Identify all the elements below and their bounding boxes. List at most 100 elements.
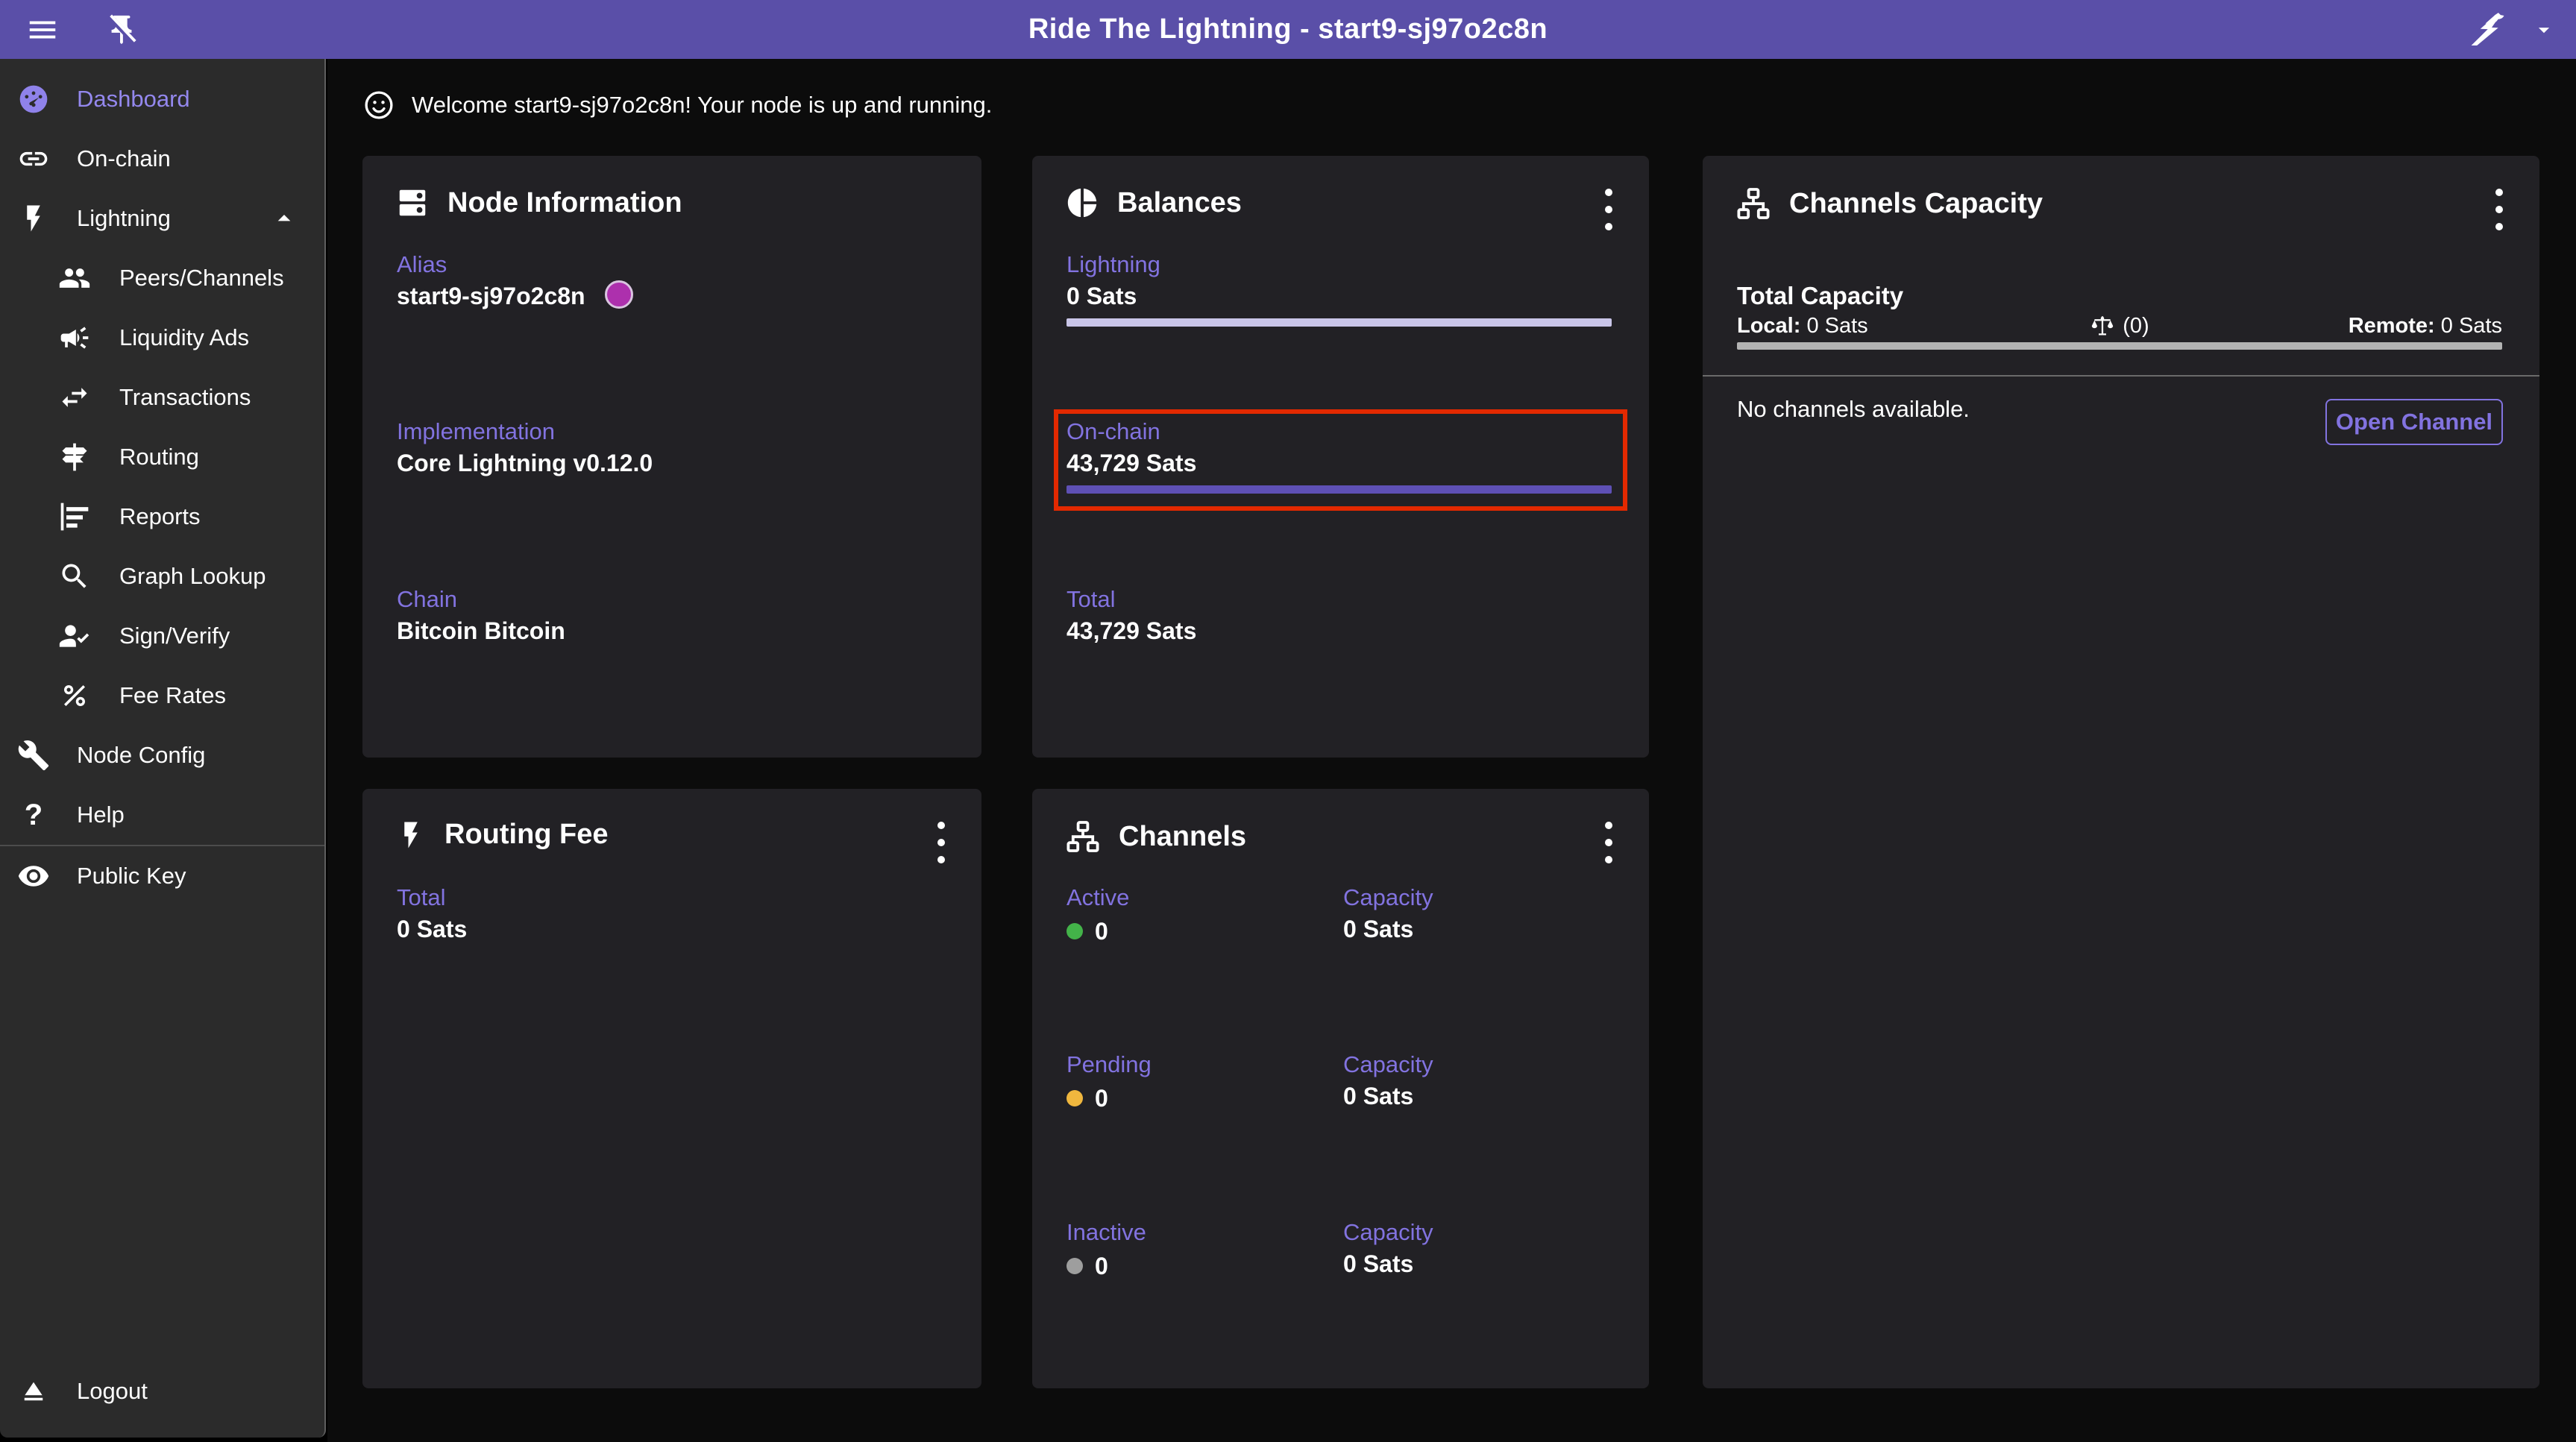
status-label: Inactive — [1066, 1219, 1146, 1245]
balance-value: 43,729 Sats — [1066, 450, 1197, 476]
inactive-status-dot — [1066, 1258, 1083, 1274]
sidebar-item-routing[interactable]: Routing — [0, 427, 324, 487]
total-capacity-heading: Total Capacity — [1737, 282, 1904, 309]
balance-value: 43,729 Sats — [1066, 617, 1197, 644]
onchain-balance-bar — [1066, 485, 1612, 494]
page-title: Ride The Lightning - start9-sj97o2c8n — [1028, 13, 1548, 45]
capacity-label: Capacity — [1343, 1051, 1433, 1077]
welcome-banner: Welcome start9-sj97o2c8n! Your node is u… — [362, 89, 992, 122]
capacity-bar — [1737, 342, 2502, 350]
sidebar-item-label: Transactions — [119, 384, 251, 410]
link-icon — [17, 142, 50, 175]
sidebar-item-label: Fee Rates — [119, 682, 227, 708]
card-title: Channels Capacity — [1789, 187, 2043, 219]
sidebar-item-on-chain[interactable]: On-chain — [0, 129, 324, 189]
capacity-label: Capacity — [1343, 1219, 1433, 1245]
implementation-field: Implementation Core Lightning v0.12.0 — [397, 417, 944, 479]
card-title: Node Information — [447, 186, 682, 218]
local-capacity: Local: 0 Sats — [1737, 314, 1868, 338]
kebab-menu-icon[interactable] — [926, 820, 956, 865]
sidebar-item-fee-rates[interactable]: Fee Rates — [0, 666, 324, 725]
sidebar-item-sign-verify[interactable]: Sign/Verify — [0, 606, 324, 666]
sidebar-divider — [0, 845, 324, 846]
sidebar-item-peers-channels[interactable]: Peers/Channels — [0, 248, 324, 308]
balances-card: Balances Lightning 0 Sats On-chain 43,72… — [1032, 156, 1649, 758]
search-icon — [58, 560, 91, 593]
alias-color-dot — [604, 280, 633, 309]
eject-icon — [17, 1376, 50, 1407]
pie-chart-icon — [1067, 188, 1097, 218]
sidebar-item-label: Routing — [119, 444, 199, 470]
bolt-icon — [17, 203, 50, 234]
smiley-icon — [365, 91, 393, 119]
rtl-logo-icon[interactable] — [2466, 8, 2509, 51]
open-channel-button[interactable]: Open Channel — [2325, 399, 2503, 445]
sidebar-item-liquidity-ads[interactable]: Liquidity Ads — [0, 308, 324, 368]
pending-status-dot — [1066, 1090, 1083, 1106]
group-icon — [58, 261, 91, 295]
balance-label: On-chain — [1066, 418, 1160, 444]
sidebar-item-dashboard[interactable]: Dashboard — [0, 69, 324, 129]
capacity-value: 0 Sats — [1343, 1250, 1414, 1277]
sidebar-item-label: Reports — [119, 503, 201, 529]
sidebar-item-label: Help — [77, 802, 125, 828]
kebab-menu-icon[interactable] — [1594, 187, 1624, 232]
capacity-label: Capacity — [1343, 884, 1433, 910]
hub-icon — [1066, 821, 1099, 852]
card-title: Routing Fee — [444, 819, 609, 850]
fee-value: 0 Sats — [397, 916, 468, 942]
capacity-value: 0 Sats — [1343, 1083, 1414, 1109]
card-title: Channels — [1119, 820, 1247, 852]
sidebar-item-transactions[interactable]: Transactions — [0, 368, 324, 427]
hub-icon — [1737, 188, 1770, 219]
question-mark-icon: ? — [24, 799, 43, 831]
balance-value: 0 Sats — [1066, 283, 1137, 309]
sidebar-item-label: Liquidity Ads — [119, 324, 250, 350]
tools-icon — [17, 739, 50, 772]
swap-arrows-icon — [58, 381, 91, 414]
no-channels-text: No channels available. — [1737, 396, 1970, 422]
field-value: start9-sj97o2c8n — [397, 283, 585, 309]
sidebar-item-label: Graph Lookup — [119, 563, 266, 589]
sidebar-item-reports[interactable]: Reports — [0, 487, 324, 547]
field-value: Core Lightning v0.12.0 — [397, 450, 653, 476]
sidebar-item-label: Sign/Verify — [119, 623, 230, 649]
sidebar-item-node-config[interactable]: Node Config — [0, 725, 324, 785]
sidebar-item-lightning[interactable]: Lightning — [0, 189, 324, 248]
sidebar-item-label: Node Config — [77, 742, 206, 768]
remote-capacity: Remote: 0 Sats — [2348, 314, 2502, 338]
pin-off-icon — [107, 13, 136, 44]
status-label: Pending — [1066, 1051, 1152, 1077]
sidebar: Dashboard On-chain Lightning Peers/Chann… — [0, 59, 326, 1438]
kebab-menu-icon[interactable] — [1594, 820, 1624, 865]
inactive-channels-status: Inactive 0 — [1066, 1218, 1612, 1280]
field-label: Chain — [397, 586, 457, 612]
top-app-bar: Ride The Lightning - start9-sj97o2c8n — [0, 0, 2576, 59]
sidebar-item-help[interactable]: ? Help — [0, 785, 324, 845]
routing-fee-total-section: Total 0 Sats — [397, 883, 944, 945]
balance-scale-icon — [2092, 316, 2114, 336]
pending-capacity: Capacity 0 Sats — [1343, 1050, 1612, 1112]
kebab-menu-icon[interactable] — [2484, 187, 2514, 232]
person-check-icon — [58, 619, 91, 653]
field-label: Alias — [397, 251, 447, 277]
sidebar-item-label: Lightning — [77, 205, 171, 231]
status-count: 0 — [1095, 1085, 1108, 1112]
dashboard-gauge-icon — [17, 81, 50, 117]
capacity-value: 0 Sats — [1343, 916, 1414, 942]
active-status-dot — [1066, 923, 1083, 939]
chevron-up-icon[interactable] — [269, 204, 299, 233]
sidebar-item-graph-lookup[interactable]: Graph Lookup — [0, 547, 324, 606]
balance-label: Total — [1066, 586, 1116, 612]
inactive-capacity: Capacity 0 Sats — [1343, 1218, 1612, 1280]
fee-label: Total — [397, 884, 446, 910]
sidebar-item-logout[interactable]: Logout — [0, 1361, 324, 1421]
sidebar-item-public-key[interactable]: Public Key — [0, 846, 324, 906]
status-label: Active — [1066, 884, 1130, 910]
sidebar-item-label: Logout — [77, 1378, 148, 1404]
account-caret-icon[interactable] — [2531, 17, 2557, 42]
unpin-sidebar-button[interactable] — [104, 12, 139, 48]
menu-toggle-button[interactable] — [25, 12, 60, 48]
card-divider — [1703, 375, 2539, 377]
sidebar-item-label: Peers/Channels — [119, 265, 284, 291]
